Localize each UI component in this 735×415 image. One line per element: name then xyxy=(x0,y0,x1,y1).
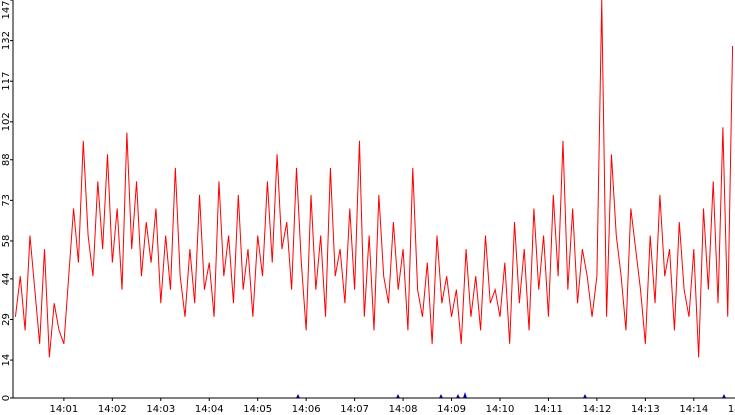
x-tick-label: 14:09 xyxy=(437,404,466,415)
x-tick-label: 14:03 xyxy=(146,404,175,415)
y-tick-label: 73 xyxy=(1,194,12,207)
x-tick-label: 14:14 xyxy=(679,404,708,415)
x-tick-label: 14:13 xyxy=(631,404,660,415)
x-tick-label: 14:04 xyxy=(195,404,224,415)
y-tick-label: 0 xyxy=(1,395,12,401)
x-tick-label: 14:02 xyxy=(98,404,127,415)
x-tick-label: 14:07 xyxy=(340,404,369,415)
y-tick-label: 117 xyxy=(1,72,12,91)
x-tick-label: 14:10 xyxy=(486,404,515,415)
x-tick-label: 14:01 xyxy=(49,404,78,415)
y-tick-label: 44 xyxy=(1,273,12,286)
y-tick-label: 58 xyxy=(1,235,12,248)
y-tick-label: 29 xyxy=(1,313,12,326)
event-marker xyxy=(296,394,300,398)
event-marker xyxy=(456,394,460,398)
y-tick-label: 88 xyxy=(1,153,12,166)
series-line xyxy=(14,0,734,358)
y-tick-label: 102 xyxy=(1,112,12,131)
x-tick-label: 14:06 xyxy=(292,404,321,415)
x-tick-label: 14:12 xyxy=(582,404,611,415)
x-tick-label: 14:05 xyxy=(243,404,272,415)
event-marker xyxy=(439,394,443,398)
event-marker xyxy=(463,392,467,398)
y-tick-label: 132 xyxy=(1,31,12,50)
event-marker xyxy=(583,394,587,398)
event-markers xyxy=(296,392,726,398)
x-tick-label: 14:15 xyxy=(728,404,735,415)
y-tick-label: 14 xyxy=(1,354,12,367)
event-marker xyxy=(722,394,726,398)
x-tick-label: 14:08 xyxy=(389,404,418,415)
event-marker xyxy=(396,394,400,398)
y-tick-label: 147 xyxy=(1,0,12,19)
x-tick-label: 14:11 xyxy=(534,404,563,415)
